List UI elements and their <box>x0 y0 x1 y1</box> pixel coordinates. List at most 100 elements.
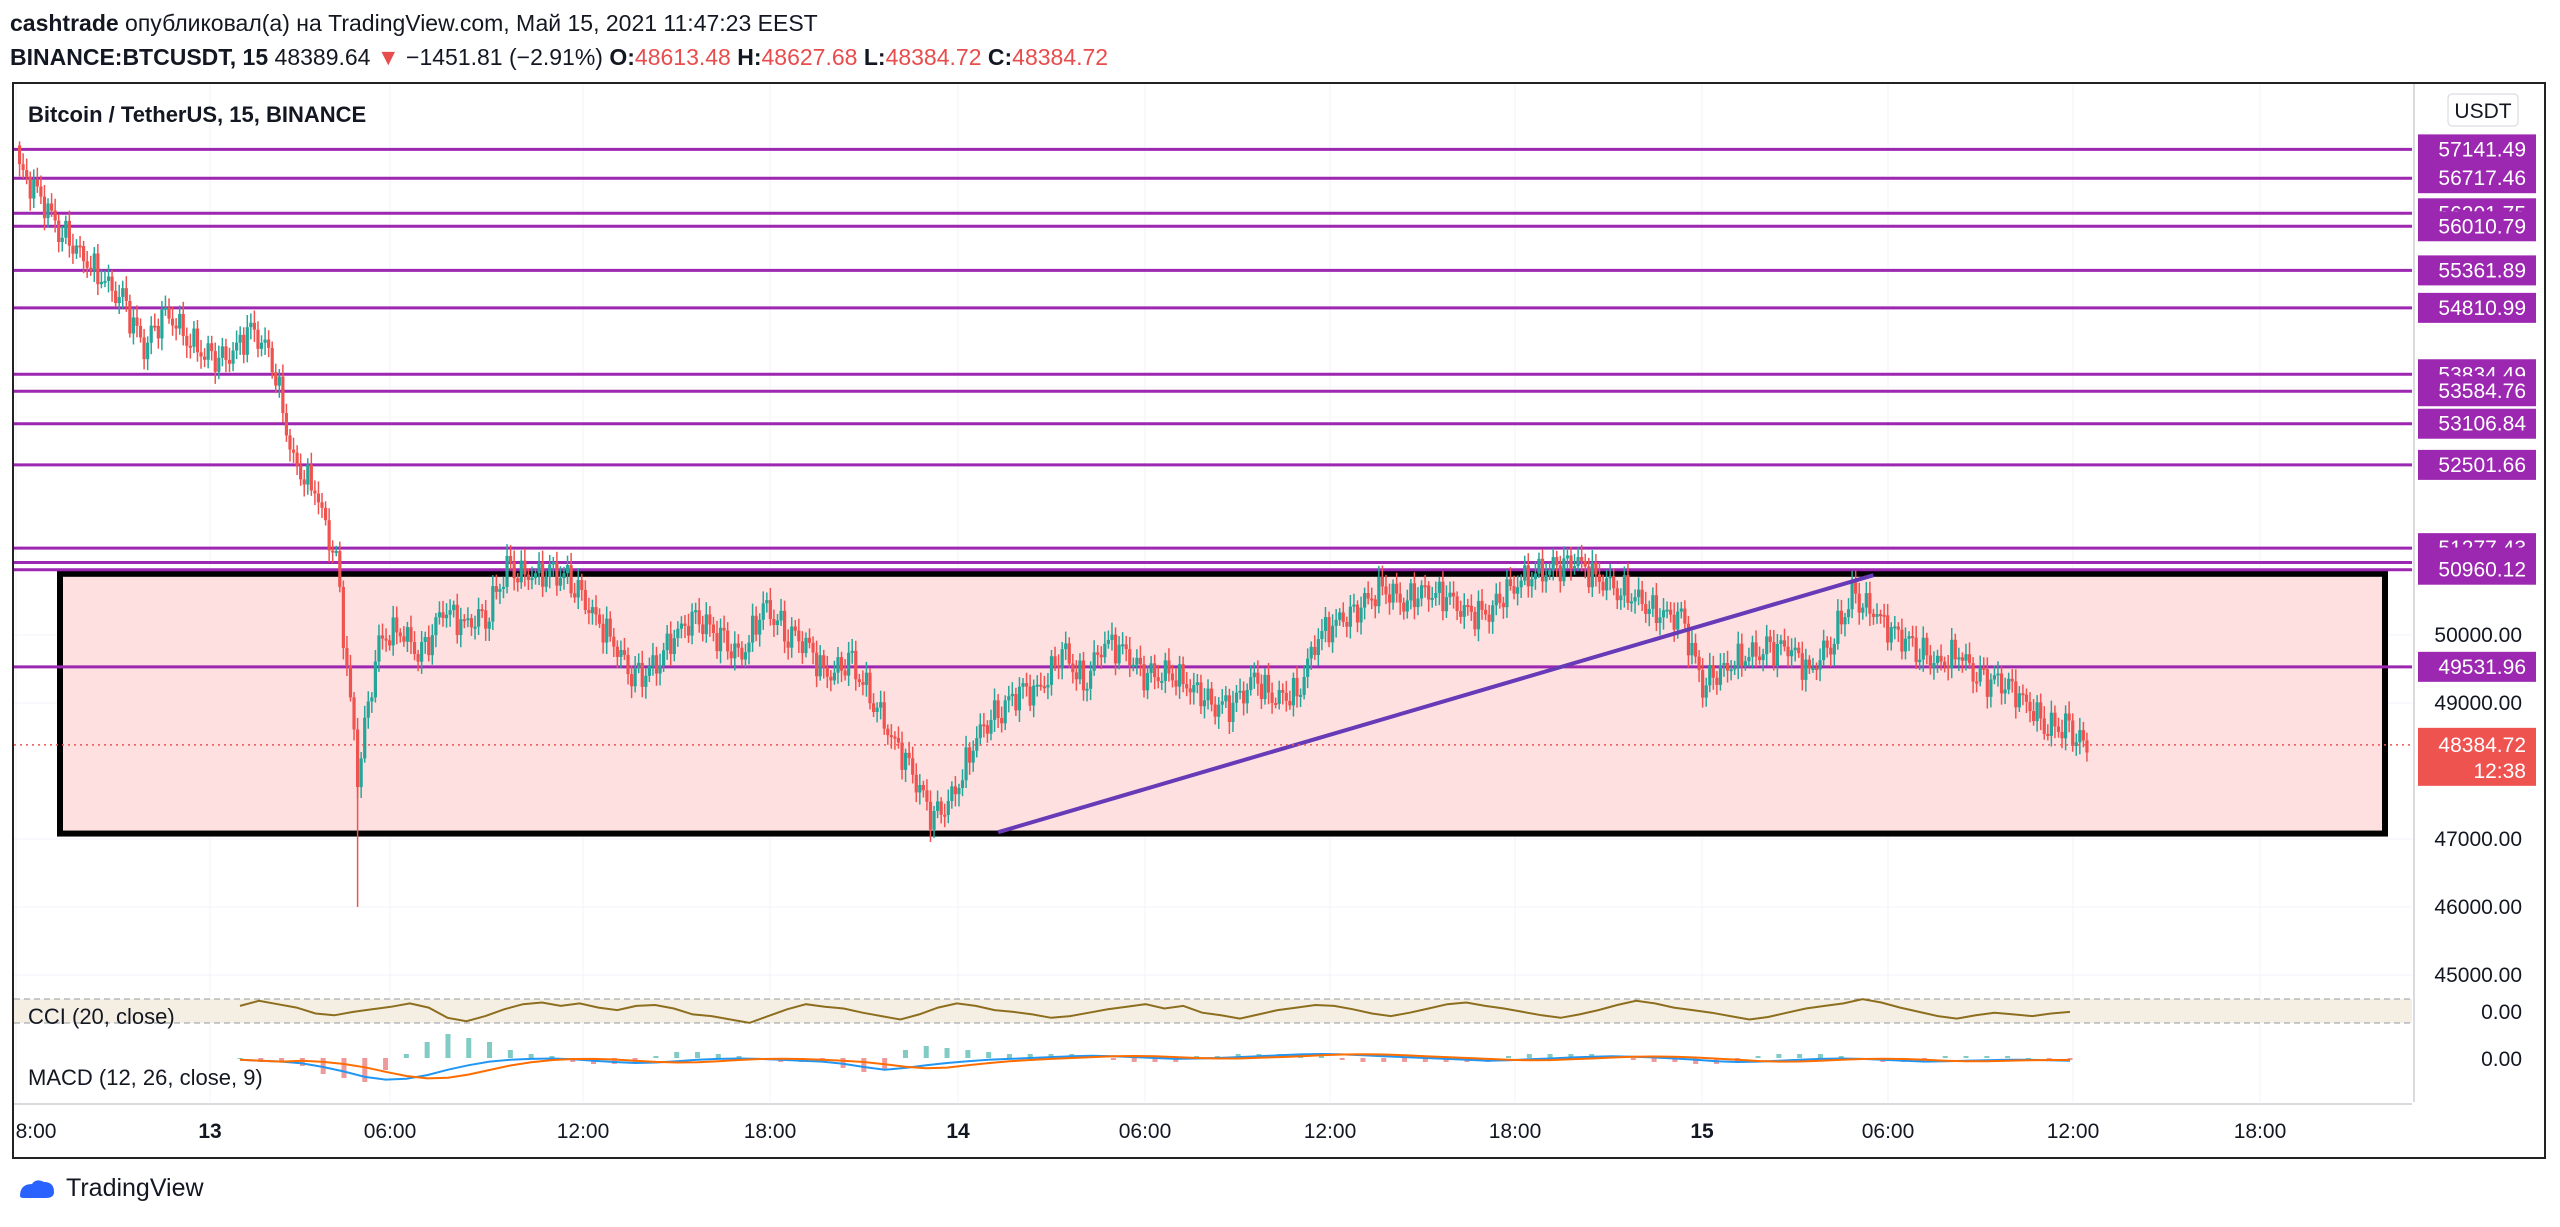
candle-body <box>1370 598 1374 601</box>
candle-body <box>1818 660 1822 670</box>
candle-body <box>562 573 566 579</box>
candle-body <box>1156 677 1160 682</box>
candle-body <box>1089 670 1093 689</box>
candle-body <box>1729 669 1733 672</box>
candle-body <box>441 612 445 619</box>
candle-body <box>1548 569 1552 576</box>
candle-body <box>1978 667 1982 682</box>
candle-body <box>64 220 68 238</box>
candle-body <box>519 560 523 583</box>
candle-body <box>1761 654 1765 661</box>
macd-histogram-bar <box>487 1042 493 1058</box>
candle-body <box>1505 579 1509 608</box>
candle-body <box>149 325 153 343</box>
candle-body <box>985 725 990 734</box>
chart-frame[interactable] <box>12 82 2546 1159</box>
candle-body <box>583 589 587 610</box>
candle-body <box>622 650 627 655</box>
low-value: 48384.72 <box>885 44 982 70</box>
level-price-label: 50960.12 <box>2438 559 2526 582</box>
candle-body <box>1060 649 1064 669</box>
candle-body <box>1608 576 1612 579</box>
candle-body <box>1651 595 1655 609</box>
candle-body <box>1153 663 1157 678</box>
candle-body <box>1807 659 1811 669</box>
candle-body <box>242 334 246 355</box>
candle-body <box>640 662 644 687</box>
candle-body <box>1498 593 1502 603</box>
candle-body <box>1402 602 1406 612</box>
candle-body <box>1715 677 1719 685</box>
candle-body <box>1010 693 1014 697</box>
candle-body <box>1846 609 1851 618</box>
candle-body <box>1245 689 1249 704</box>
macd-histogram-bar <box>1797 1054 1803 1058</box>
currency-badge <box>2447 93 2519 127</box>
candle-body <box>772 619 776 626</box>
candle-body <box>455 604 459 636</box>
candle-body <box>729 651 733 659</box>
candle-body <box>1985 669 1989 697</box>
candle-body <box>1071 663 1075 673</box>
candle-body <box>32 179 36 199</box>
tradingview-logo-icon[interactable] <box>16 1176 58 1202</box>
candle-body <box>1217 704 1221 717</box>
candle-body <box>1224 695 1228 702</box>
candle-body <box>1000 717 1004 724</box>
macd-histogram-bar <box>507 1050 513 1058</box>
candle-body <box>900 742 904 770</box>
candle-body <box>334 551 338 554</box>
candle-body <box>1718 665 1723 685</box>
candle-body <box>847 652 851 676</box>
candle-body <box>1081 660 1086 691</box>
candle-body <box>1448 592 1452 598</box>
candle-body <box>1701 670 1705 698</box>
candle-body <box>484 610 488 629</box>
candle-body <box>736 643 740 648</box>
candle-body <box>839 657 844 671</box>
candle-body <box>1181 664 1185 685</box>
candle-body <box>167 307 171 319</box>
candle-body <box>402 636 406 642</box>
tradingview-brand[interactable]: TradingView <box>66 1174 204 1202</box>
candle-body <box>1231 702 1235 722</box>
candle-body <box>163 307 168 310</box>
macd-histogram-bar <box>986 1052 992 1058</box>
candle-body <box>202 356 207 360</box>
candle-body <box>1996 673 2000 676</box>
candle-body <box>569 565 573 594</box>
candle-body <box>676 628 680 639</box>
candle-body <box>2053 712 2057 727</box>
candle-body <box>494 586 498 592</box>
candle-body <box>893 736 897 739</box>
candle-body <box>551 562 555 565</box>
candle-body <box>701 624 705 635</box>
candle-body <box>1572 566 1577 569</box>
candle-body <box>78 245 82 248</box>
candle-body <box>1825 640 1829 648</box>
candle-body <box>2028 701 2032 712</box>
macd-histogram-bar <box>653 1056 659 1058</box>
candle-body <box>1999 673 2004 694</box>
author-name[interactable]: cashtrade <box>10 10 119 36</box>
candle-body <box>377 635 381 662</box>
candle-body <box>565 565 570 574</box>
candle-body <box>181 313 185 336</box>
candle-body <box>1103 643 1107 658</box>
candle-body <box>918 784 922 793</box>
candle-body <box>448 610 452 615</box>
candle-body <box>548 564 552 577</box>
macd-histogram-bar <box>1568 1054 1574 1058</box>
candle-body <box>192 328 196 347</box>
candle-body <box>1750 642 1755 657</box>
candle-body <box>964 747 968 781</box>
ohlc-bar: BINANCE:BTCUSDT, 15 48389.64 ▼ −1451.81 … <box>10 40 2310 74</box>
candle-body <box>1580 557 1584 561</box>
candle-body <box>1516 587 1520 594</box>
candle-body <box>1946 665 1950 669</box>
candle-body <box>1316 639 1320 656</box>
candle-body <box>1772 641 1776 667</box>
candle-body <box>1693 642 1698 657</box>
candle-body <box>103 280 107 283</box>
